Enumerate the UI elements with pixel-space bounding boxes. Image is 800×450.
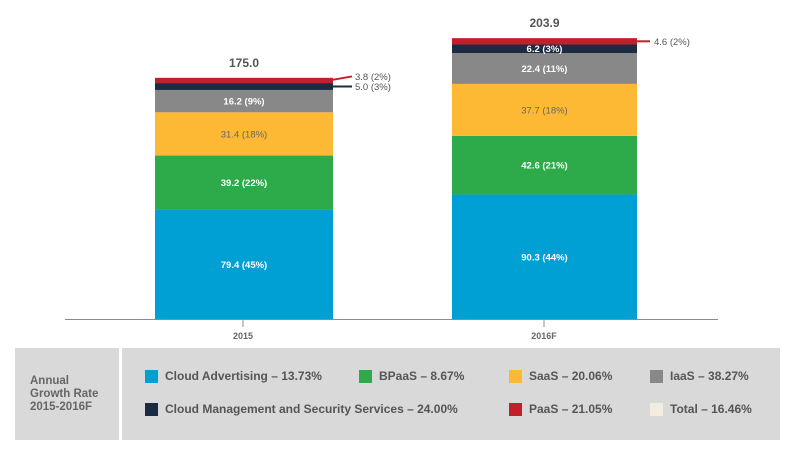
bar-segment-saas-2015 [155, 112, 333, 156]
legend-item-paas: PaaS – 21.05% [509, 402, 612, 416]
bar-segment-paas-2015 [155, 77, 333, 84]
legend-label: Cloud Management and Security Services –… [165, 402, 458, 416]
data-label: 90.3 (44%) [521, 252, 567, 263]
bar-segment-bpaas-2016f [452, 135, 637, 195]
stacked-bar-chart: 79.4 (45%) 39.2 (22%) 31.4 (18%) 16.2 (9%) 5… [65, 16, 718, 340]
legend-divider [119, 348, 122, 440]
data-label: 6.2 (3%) [527, 44, 563, 55]
total-label: 175.0 [229, 56, 259, 70]
legend-label: IaaS – 38.27% [670, 369, 749, 383]
data-label: 5.0 (3%) [355, 82, 391, 93]
legend-swatch [145, 402, 158, 416]
bar-segment-cloud-advertising-2016f [452, 194, 637, 319]
bar-segment-cloud-management-and-security-services-2015 [155, 83, 333, 90]
legend-swatch [509, 369, 522, 383]
legend-item-saas: SaaS – 20.06% [509, 369, 612, 383]
legend-item-total: Total – 16.46% [650, 402, 752, 416]
legend-item-iaas: IaaS – 38.27% [650, 369, 749, 383]
x-tick-label: 2016F [531, 331, 557, 340]
legend-swatch [359, 369, 372, 383]
legend-label: BPaaS – 8.67% [379, 369, 465, 383]
data-label: 4.6 (2%) [654, 37, 690, 48]
legend-item-cloud-advertising: Cloud Advertising – 13.73% [145, 369, 322, 383]
legend-label: PaaS – 21.05% [529, 402, 613, 416]
leader-line [328, 75, 353, 82]
bar-segment-cloud-advertising-2015 [155, 209, 333, 319]
data-label: 3.8 (2%) [355, 72, 391, 83]
legend-label: Cloud Advertising – 13.73% [165, 369, 322, 383]
legend-panel: Annual Growth Rate 2015-2016F Cloud Adve… [15, 348, 780, 440]
data-label: 42.6 (21%) [521, 161, 567, 172]
data-label: 79.4 (45%) [221, 260, 267, 271]
legend-swatch [650, 402, 663, 416]
data-label: 16.2 (9%) [223, 97, 264, 108]
legend-title: Annual Growth Rate 2015-2016F [15, 348, 119, 440]
x-tick-label: 2015 [233, 331, 253, 340]
legend-label: SaaS – 20.06% [529, 369, 613, 383]
bar-segment-cloud-management-and-security-services-2016f [452, 44, 637, 54]
legend-swatch [650, 369, 663, 383]
bar-segment-saas-2016f [452, 83, 637, 136]
bar-segment-paas-2016f [452, 38, 637, 45]
data-label: 22.4 (11%) [522, 64, 568, 75]
legend-title-text: Annual Growth Rate 2015-2016F [30, 374, 99, 413]
legend-item-bpaas: BPaaS – 8.67% [359, 369, 464, 383]
total-label: 203.9 [529, 16, 559, 30]
data-label: 39.2 (22%) [221, 178, 267, 189]
bar-segment-bpaas-2015 [155, 155, 333, 210]
bar-segment-iaas-2016f [452, 53, 637, 84]
legend-swatch [509, 402, 522, 416]
data-label: 31.4 (18%) [221, 129, 267, 140]
bar-segment-iaas-2015 [155, 89, 333, 113]
legend-label: Total – 16.46% [670, 402, 752, 416]
data-label: 37.7 (18%) [521, 105, 567, 116]
legend-item-cloud-management-security: Cloud Management and Security Services –… [145, 402, 458, 416]
legend-swatch [145, 369, 158, 383]
